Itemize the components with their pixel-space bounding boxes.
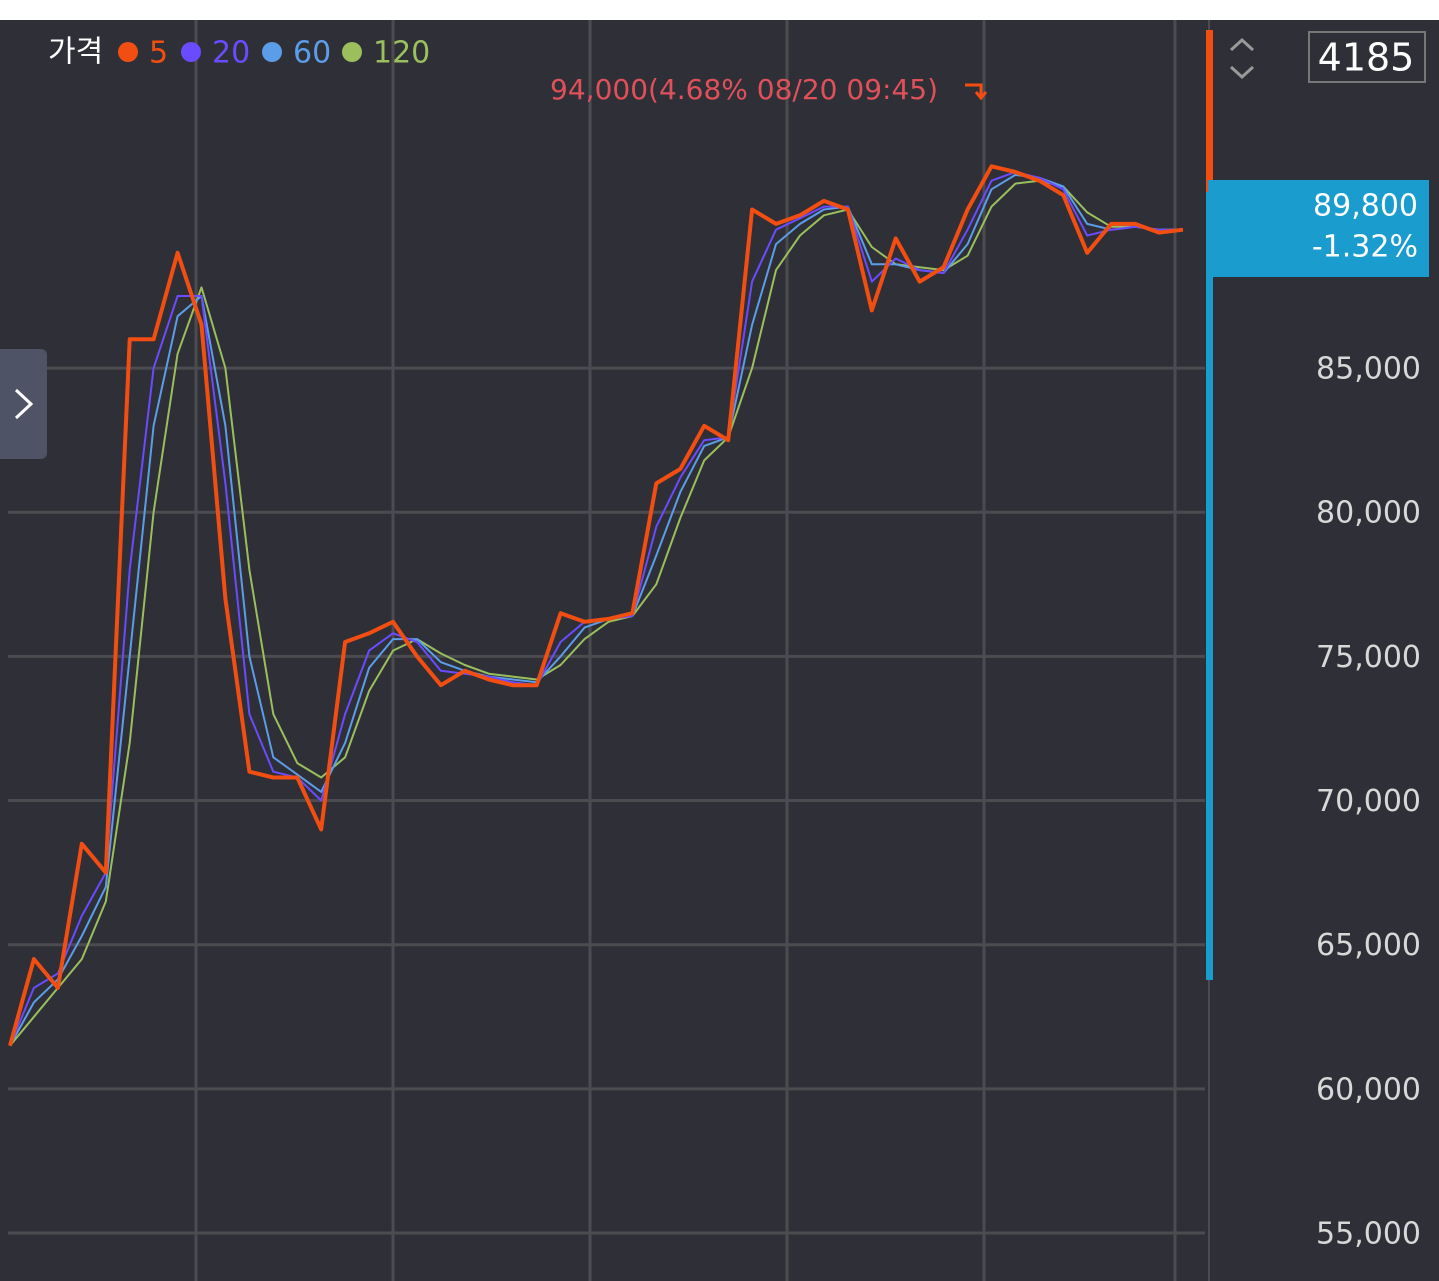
legend: 5 20 60 120 [118,36,430,71]
legend-entry: 120 [373,36,430,71]
current-price-box [1208,180,1429,277]
current-price: 89,800 [1313,189,1418,224]
y-tick-label: 85,000 [1316,352,1421,387]
toggle-arrow [14,388,34,420]
legend-entry: 20 [212,36,250,71]
range-bar-down [1206,192,1213,980]
price-change: -1.32% [1312,230,1418,265]
legend-entry: 5 [149,36,168,71]
count-label: 4185 [1318,36,1415,80]
plot-background [0,20,1439,1281]
count-box [1308,31,1426,83]
legend-entry: 60 [293,36,331,71]
legend-swatch [118,42,138,62]
high-annotation: 94,000(4.68% 08/20 09:45) [550,73,938,106]
lines [8,164,1184,1047]
series-line [9,173,1183,1047]
legend-title: 가격 [48,35,103,70]
series-line [9,179,1183,1047]
y-tick-label: 55,000 [1316,1216,1421,1251]
y-tick-label: 80,000 [1316,496,1421,531]
legend-swatch [262,42,282,62]
legend-swatch [342,42,362,62]
grid [8,366,1205,1235]
y-tick-label: 70,000 [1316,784,1421,819]
series-line [8,164,1184,1047]
y-tick-label: 75,000 [1316,640,1421,675]
range-bar-up [1206,30,1213,192]
high-marker [965,83,988,101]
side-panel-toggle[interactable] [0,349,47,459]
scale-toggle[interactable] [1229,37,1255,80]
y-tick-label: 65,000 [1316,928,1421,963]
legend-swatch [181,42,201,62]
y-tick-label: 60,000 [1316,1072,1421,1107]
